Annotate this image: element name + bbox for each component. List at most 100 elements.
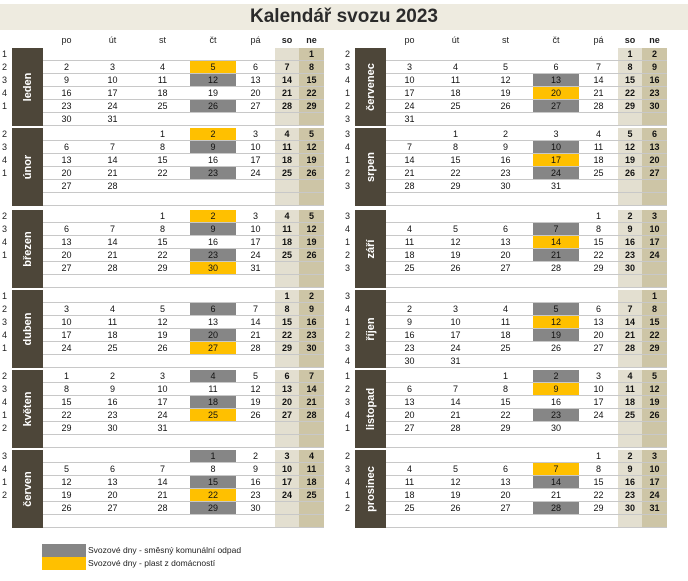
day-cell: [579, 193, 618, 206]
day-cell: [642, 180, 667, 193]
day-cell: 26: [433, 262, 478, 275]
day-cell: [618, 275, 642, 288]
day-cell: [433, 515, 478, 528]
week-number: [0, 515, 12, 528]
week-number: 1: [2, 343, 8, 353]
day-cell: [579, 515, 618, 528]
day-cell: [299, 422, 324, 435]
day-cell: 25: [433, 100, 478, 113]
month-block: září 3 4 1 2 3 1 2 3 4 5 6 7 8 9 10 11 12 13 14 15 16 17 18 19 20…: [343, 210, 688, 288]
day-cell: 10: [236, 223, 275, 236]
day-cell: 9: [618, 463, 642, 476]
day-cell: 9: [43, 74, 90, 87]
day-cell: 8: [579, 223, 618, 236]
week-number: 4: [2, 397, 8, 407]
day-cell: [190, 48, 236, 61]
day-cell: [236, 113, 275, 126]
day-cell: [433, 193, 478, 206]
day-cell: 25: [90, 342, 135, 355]
day-cell: 1: [618, 48, 642, 61]
day-cell: [386, 435, 433, 448]
day-cell: 26: [43, 502, 90, 515]
day-cell: [642, 355, 667, 368]
day-cell: 24: [642, 249, 667, 262]
day-cell: [299, 355, 324, 368]
day-cell: 3: [642, 450, 667, 463]
day-cell: [386, 210, 433, 223]
week-number: 2: [2, 304, 8, 314]
day-cell: 16: [642, 74, 667, 87]
day-cell: 11: [433, 74, 478, 87]
day-cell: 6: [478, 463, 533, 476]
day-cell: 21: [275, 87, 299, 100]
day-cell: 27: [533, 100, 579, 113]
day-cell: 31: [236, 262, 275, 275]
day-cell: 1: [642, 290, 667, 303]
day-cell: 8: [190, 463, 236, 476]
left-column: po út st čt pá so ne leden 1 2 3 4 1 1 2 3 4 5 6 7 8 9 10 11 12 1…: [0, 34, 345, 534]
day-cell: [43, 450, 90, 463]
weekday-label: út: [108, 35, 117, 45]
week-number: 4: [345, 356, 351, 366]
day-cell: 7: [275, 61, 299, 74]
month-label: prosinec: [355, 450, 386, 528]
day-cell: 16: [386, 329, 433, 342]
day-cell: [90, 128, 135, 141]
day-cell: 16: [236, 476, 275, 489]
weekday-label: st: [501, 35, 509, 45]
week-number: 1: [345, 317, 351, 327]
day-cell: 18: [386, 489, 433, 502]
day-cell: [642, 262, 667, 275]
day-cell: 1: [135, 210, 190, 223]
month-block: květen 2 3 4 1 2 1 2 3 4 5 6 7 8 9 10 11 12 13 14 15 16 17 18 19…: [0, 370, 345, 448]
day-cell: [299, 515, 324, 528]
day-cell: 25: [275, 249, 299, 262]
day-cell: 10: [43, 316, 90, 329]
day-cell: 30: [642, 100, 667, 113]
day-cell: [433, 435, 478, 448]
day-cell: 19: [618, 154, 642, 167]
day-cell: 5: [236, 370, 275, 383]
day-cell: 31: [90, 113, 135, 126]
day-cell: 27: [478, 262, 533, 275]
day-cell: 12: [433, 476, 478, 489]
day-cell: [43, 193, 90, 206]
day-cell: 14: [90, 236, 135, 249]
month-name: únor: [21, 154, 34, 180]
day-cell: 24: [236, 249, 275, 262]
day-cell: 30: [190, 262, 236, 275]
weekday-label: pá: [593, 35, 604, 45]
day-cell: 13: [642, 141, 667, 154]
day-cell: 11: [618, 383, 642, 396]
day-cell: [579, 48, 618, 61]
day-cell: 8: [135, 141, 190, 154]
day-cell: 4: [618, 370, 642, 383]
week-number: 4: [345, 410, 351, 420]
day-cell: 15: [275, 316, 299, 329]
day-cell: [43, 355, 90, 368]
week-number: 3: [345, 397, 351, 407]
day-cell: 3: [433, 303, 478, 316]
day-cell: 4: [275, 210, 299, 223]
day-cell: [90, 48, 135, 61]
day-cell: 27: [236, 100, 275, 113]
week-number: 1: [345, 237, 351, 247]
day-cell: 1: [275, 290, 299, 303]
weekday-label: po: [61, 35, 72, 45]
day-cell: 1: [135, 128, 190, 141]
day-cell: 2: [386, 303, 433, 316]
day-cell: 28: [618, 342, 642, 355]
day-cell: 27: [275, 409, 299, 422]
day-cell: 27: [642, 167, 667, 180]
day-cell: [478, 113, 533, 126]
week-number: [343, 435, 355, 448]
day-cell: 26: [478, 100, 533, 113]
day-cell: 25: [299, 489, 324, 502]
week-number: 1: [345, 371, 351, 381]
day-cell: 30: [90, 422, 135, 435]
day-cell: [642, 193, 667, 206]
day-cell: 3: [642, 210, 667, 223]
day-cell: 11: [90, 316, 135, 329]
day-cell: [236, 193, 275, 206]
day-cell: 22: [299, 87, 324, 100]
